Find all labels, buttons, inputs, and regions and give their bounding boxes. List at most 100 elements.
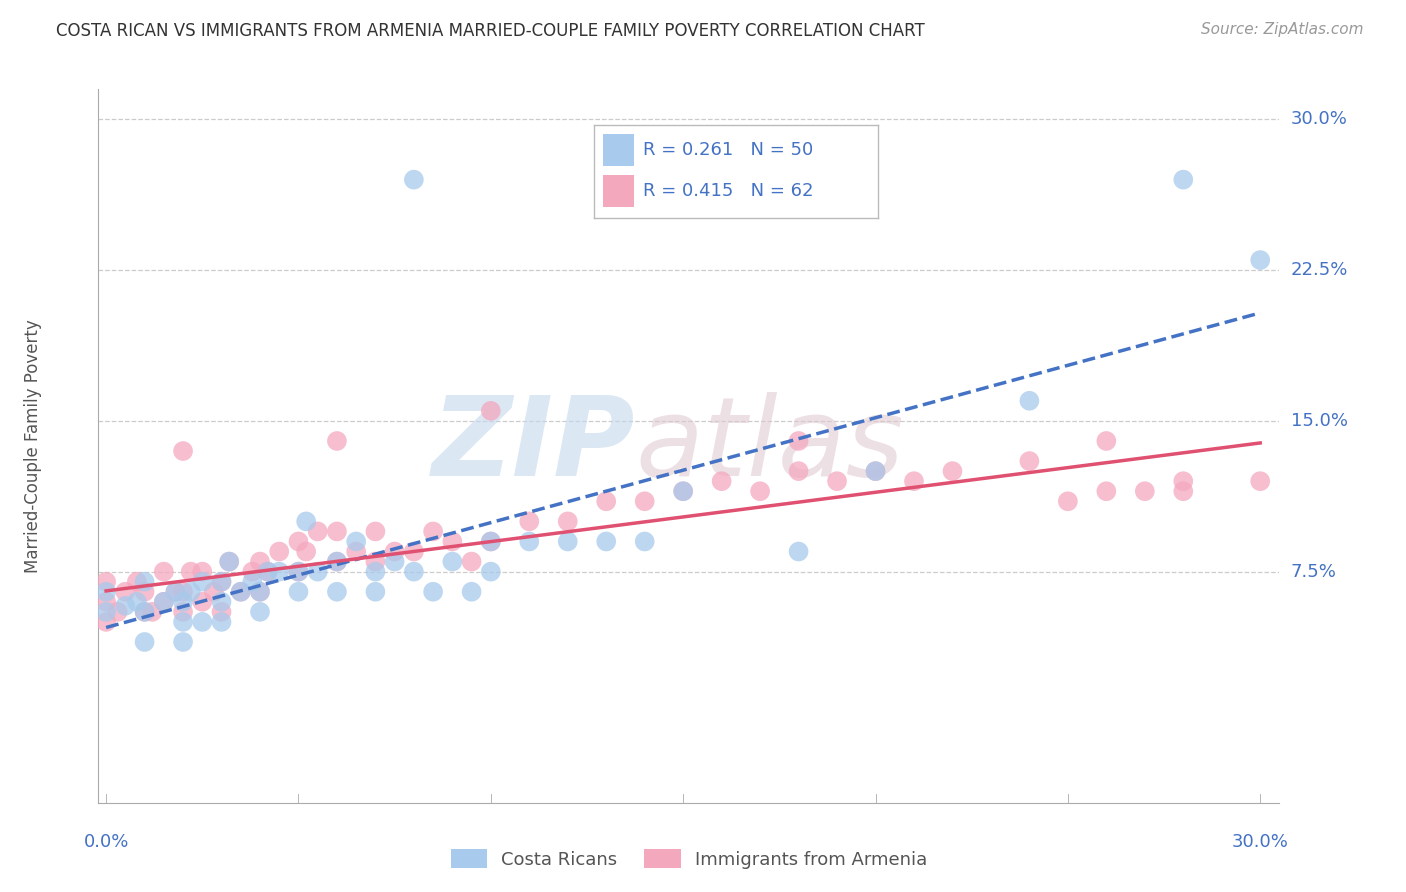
Point: [460, 555, 482, 569]
Text: 15.0%: 15.0%: [1291, 412, 1347, 430]
Point: [1057, 494, 1080, 508]
Point: [141, 605, 163, 619]
Point: [229, 584, 252, 599]
Point: [825, 474, 848, 488]
Point: [479, 565, 502, 579]
Point: [211, 574, 233, 589]
Point: [634, 494, 657, 508]
Point: [249, 584, 271, 599]
Point: [94, 605, 117, 619]
Point: [595, 534, 617, 549]
Point: [787, 544, 810, 558]
Point: [218, 555, 240, 569]
Point: [384, 555, 406, 569]
Point: [865, 464, 887, 478]
Point: [240, 565, 263, 579]
Text: 7.5%: 7.5%: [1291, 563, 1337, 581]
Point: [479, 404, 502, 418]
Point: [94, 584, 117, 599]
Point: [326, 524, 349, 539]
Point: [460, 584, 482, 599]
Point: [134, 605, 156, 619]
Point: [172, 595, 194, 609]
Point: [344, 534, 367, 549]
Point: [422, 584, 444, 599]
Point: [153, 595, 176, 609]
Point: [634, 534, 657, 549]
Point: [672, 484, 695, 499]
Text: atlas: atlas: [636, 392, 904, 500]
FancyBboxPatch shape: [603, 134, 634, 166]
Point: [1173, 172, 1195, 186]
Point: [191, 615, 214, 629]
Point: [249, 555, 271, 569]
Point: [172, 584, 194, 599]
Point: [249, 584, 271, 599]
Point: [218, 555, 240, 569]
Point: [295, 515, 318, 529]
Point: [787, 464, 810, 478]
Text: 30.0%: 30.0%: [1291, 111, 1347, 128]
Point: [134, 584, 156, 599]
Point: [211, 615, 233, 629]
Point: [125, 574, 148, 589]
Point: [441, 534, 464, 549]
Point: [211, 574, 233, 589]
Point: [384, 544, 406, 558]
Point: [517, 515, 540, 529]
Point: [114, 599, 136, 613]
Point: [364, 565, 387, 579]
Point: [402, 544, 425, 558]
Point: [180, 584, 202, 599]
Point: [326, 434, 349, 448]
Point: [134, 574, 156, 589]
Point: [402, 172, 425, 186]
Point: [94, 595, 117, 609]
Point: [191, 595, 214, 609]
Point: [941, 464, 963, 478]
Point: [165, 584, 187, 599]
Point: [557, 534, 579, 549]
Point: [229, 584, 252, 599]
Point: [287, 565, 309, 579]
Point: [172, 605, 194, 619]
Point: [517, 534, 540, 549]
Point: [326, 584, 349, 599]
Point: [307, 524, 329, 539]
Point: [1095, 484, 1118, 499]
Point: [865, 464, 887, 478]
Point: [307, 565, 329, 579]
Point: [1249, 474, 1271, 488]
Point: [326, 555, 349, 569]
Point: [710, 474, 733, 488]
Point: [479, 534, 502, 549]
Point: [172, 635, 194, 649]
Point: [557, 515, 579, 529]
Point: [125, 595, 148, 609]
Point: [295, 544, 318, 558]
Point: [107, 605, 129, 619]
Point: [134, 635, 156, 649]
Point: [364, 555, 387, 569]
Text: ZIP: ZIP: [432, 392, 636, 500]
Point: [903, 474, 925, 488]
Point: [344, 544, 367, 558]
Text: Source: ZipAtlas.com: Source: ZipAtlas.com: [1201, 22, 1364, 37]
Point: [249, 605, 271, 619]
Point: [1018, 393, 1040, 408]
Point: [211, 595, 233, 609]
Point: [202, 584, 225, 599]
Point: [326, 555, 349, 569]
Point: [114, 584, 136, 599]
Point: [1095, 434, 1118, 448]
Point: [1133, 484, 1156, 499]
Point: [94, 574, 117, 589]
Point: [94, 615, 117, 629]
Point: [211, 605, 233, 619]
Point: [191, 574, 214, 589]
Point: [172, 444, 194, 458]
Point: [256, 565, 278, 579]
Point: [364, 584, 387, 599]
Legend: Costa Ricans, Immigrants from Armenia: Costa Ricans, Immigrants from Armenia: [443, 842, 935, 876]
Point: [402, 565, 425, 579]
